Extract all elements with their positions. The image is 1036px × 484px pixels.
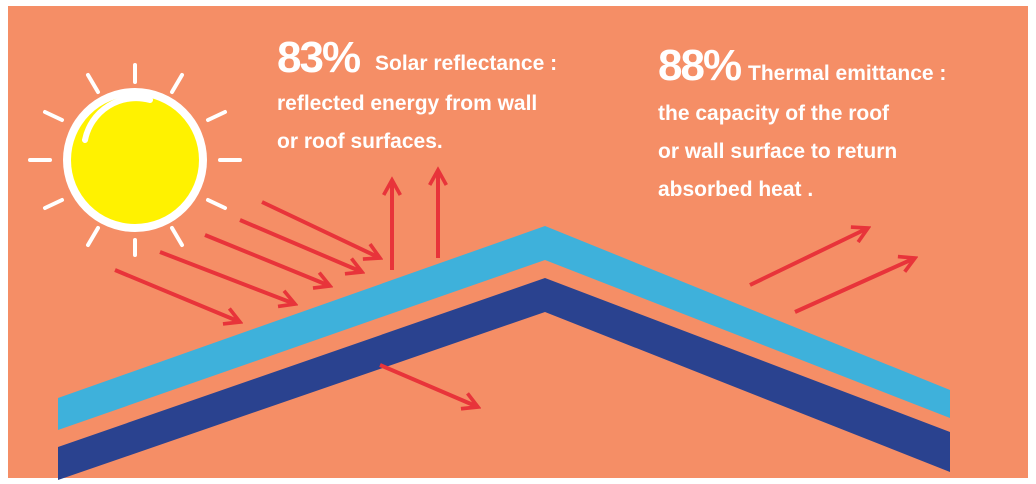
stat: 88% xyxy=(658,41,741,90)
stat: 83% xyxy=(277,33,360,82)
sun-ray xyxy=(43,198,64,210)
incoming-arrow xyxy=(159,250,295,304)
incoming-arrow xyxy=(261,200,380,258)
emitted-arrow xyxy=(749,228,868,287)
sun-ray xyxy=(170,73,184,94)
sun-ray xyxy=(170,226,184,247)
description: reflected energy from wall xyxy=(277,92,537,115)
incoming-arrow xyxy=(204,233,330,286)
description: the capacity of the roof xyxy=(658,102,890,125)
roof-inner-layer xyxy=(58,278,950,480)
emitted-arrow xyxy=(794,258,915,314)
sun xyxy=(28,63,242,257)
sun-ray xyxy=(43,110,64,122)
absorbed-arrow xyxy=(379,363,478,407)
sun-highlight xyxy=(82,95,153,143)
sun-body xyxy=(71,96,199,224)
sun-ray xyxy=(206,198,227,210)
label: Thermal emittance : xyxy=(748,62,946,85)
description: or roof surfaces. xyxy=(277,130,443,153)
description: absorbed heat . xyxy=(658,178,813,201)
roof-outer-layer xyxy=(58,226,950,430)
sun-ray xyxy=(86,226,100,247)
incoming-arrow xyxy=(239,218,362,272)
sun-ray xyxy=(206,110,227,122)
label: Solar reflectance : xyxy=(375,52,557,75)
incoming-arrow xyxy=(114,268,240,322)
sun-ray xyxy=(86,73,100,94)
description: or wall surface to return xyxy=(658,140,897,163)
